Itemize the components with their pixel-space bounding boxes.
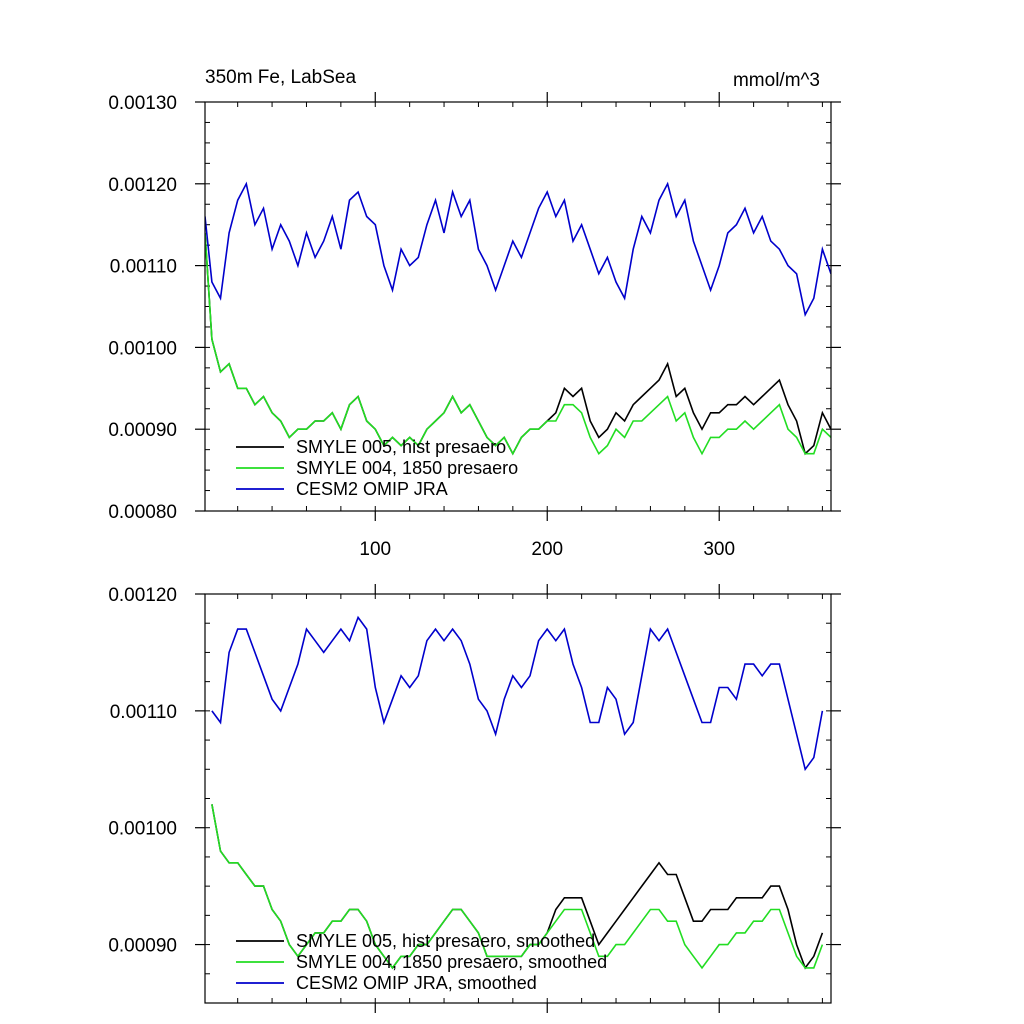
y-tick-label: 0.00080 <box>108 502 177 523</box>
bottom-plot-frame <box>204 593 832 1004</box>
chart-title: 350m Fe, LabSea <box>205 67 356 88</box>
series-line-3 <box>205 181 831 318</box>
panel-top: 350m Fe, LabSea mmol/m^3 100 200 300 0.0008… <box>108 67 841 560</box>
legend-label: CESM2 OMIP JRA <box>296 479 448 499</box>
panel-bottom: 0.00090 0.00100 0.00110 0.00120 SMYLE 005, … <box>108 584 841 1013</box>
x-tick-label: 200 <box>531 539 563 560</box>
y-tick-label: 0.00120 <box>108 175 177 196</box>
legend-label: SMYLE 004, 1850 presaero, smoothed <box>296 952 607 972</box>
y-tick-label: 0.00110 <box>110 257 177 278</box>
legend-label: SMYLE 004, 1850 presaero <box>296 458 518 478</box>
y-tick-label: 0.00130 <box>108 93 177 114</box>
y-tick-label: 0.00090 <box>108 420 177 441</box>
legend-label: SMYLE 005, hist presaero, smoothed <box>296 931 595 951</box>
y-tick-label: 0.00100 <box>108 338 177 359</box>
y-tick-label: 0.00120 <box>108 585 177 606</box>
series-line-2 <box>205 232 831 456</box>
x-tick-label: 300 <box>703 539 735 560</box>
y-tick-label: 0.00090 <box>108 936 177 957</box>
top-tick-labels: 100 200 300 0.00080 0.00090 0.00100 0.00110 0.0… <box>108 93 735 560</box>
units-label: mmol/m^3 <box>733 70 820 91</box>
bottom-ticks <box>195 584 841 1013</box>
top-series-lines <box>205 181 831 456</box>
legend-label: SMYLE 005, hist presaero <box>296 437 506 457</box>
series-line-2 <box>211 804 824 970</box>
series-line-1 <box>205 232 831 456</box>
legend-label: CESM2 OMIP JRA, smoothed <box>296 973 537 993</box>
top-plot-frame <box>204 101 832 512</box>
bottom-series-lines <box>211 615 824 970</box>
x-tick-label: 100 <box>359 539 391 560</box>
y-tick-label: 0.00110 <box>110 702 177 723</box>
series-line-3 <box>211 615 824 772</box>
bottom-tick-labels: 0.00090 0.00100 0.00110 0.00120 <box>108 585 177 957</box>
bottom-legend: SMYLE 005, hist presaero, smoothedSMYLE … <box>236 931 607 993</box>
y-tick-label: 0.00100 <box>108 819 177 840</box>
top-ticks <box>195 92 841 521</box>
